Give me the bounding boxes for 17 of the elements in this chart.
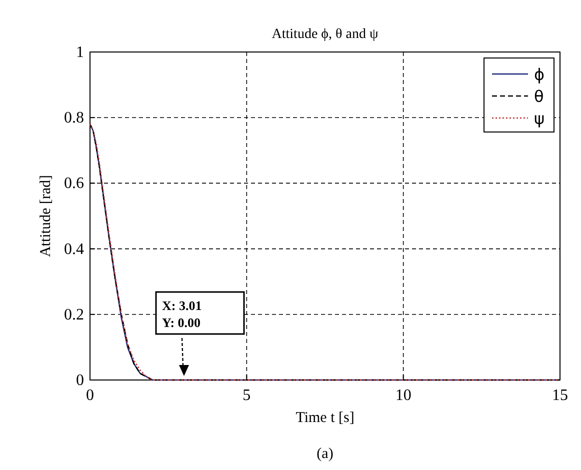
legend-label: ϕ <box>534 65 545 84</box>
legend-label: ψ <box>534 109 545 128</box>
text: (a) <box>316 446 334 462</box>
x-axis-title: Time t [s] <box>296 410 354 426</box>
chart-title: Attitude ϕ, θ and ψ <box>272 27 378 42</box>
y-tick-label: 0.8 <box>64 110 84 127</box>
y-axis-title: Attitude [rad] <box>38 174 54 258</box>
y-tick-label: 0.2 <box>64 306 84 324</box>
y-tick-label: 1 <box>76 44 84 61</box>
x-tick-label: 5 <box>242 387 251 404</box>
x-tick-label: 15 <box>552 387 568 404</box>
y-tick-label: 0.6 <box>64 175 84 192</box>
y-tick-label: 0.4 <box>64 240 84 258</box>
annotation: X: 3.01 Y: 0.00 <box>162 298 202 330</box>
legend-label: θ <box>534 87 544 106</box>
x-tick-label: 10 <box>395 387 412 404</box>
y-tick-label: 0 <box>76 372 84 389</box>
